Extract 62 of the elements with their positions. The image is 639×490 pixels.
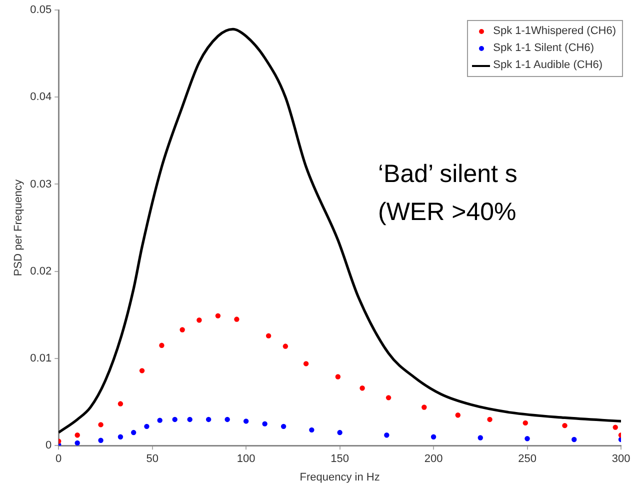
point <box>522 420 528 426</box>
point <box>130 430 136 436</box>
point <box>139 368 145 374</box>
point <box>430 434 436 440</box>
point <box>98 422 104 428</box>
point <box>386 395 392 400</box>
point <box>562 422 568 428</box>
point <box>172 416 178 422</box>
y-tick-label: 0.04 <box>30 91 52 104</box>
point <box>572 436 577 442</box>
point <box>266 333 272 338</box>
x-tick-label: 250 <box>518 453 536 466</box>
point <box>144 424 150 430</box>
point <box>118 401 124 406</box>
y-axis-title: PSD per Frequency <box>12 179 25 276</box>
annotation: ‘Bad’ silent s <box>378 160 518 189</box>
point <box>335 374 341 380</box>
point <box>224 416 230 422</box>
y-tick-label: 0.02 <box>30 265 52 278</box>
point <box>159 342 164 348</box>
point <box>524 436 530 442</box>
y-tick-label: 0 <box>45 440 52 452</box>
point <box>180 327 185 332</box>
x-tick-label: 300 <box>612 453 630 466</box>
point <box>196 318 202 323</box>
x-tick-label: 100 <box>236 453 256 466</box>
legend-label: Spk 1-1 Audible (CH6) <box>493 58 603 73</box>
x-tick-label: 200 <box>424 453 443 466</box>
x-axis-title: Frequency in Hz <box>300 471 380 484</box>
point <box>612 424 618 430</box>
point <box>74 432 80 438</box>
x-tick-label: 150 <box>330 453 349 466</box>
point <box>118 434 124 440</box>
point <box>282 344 288 349</box>
point <box>206 416 212 422</box>
point <box>74 440 80 446</box>
point <box>478 435 484 440</box>
x-tick-label: 0 <box>56 453 62 466</box>
point <box>262 421 268 426</box>
point <box>422 404 427 410</box>
point <box>309 427 314 433</box>
point <box>98 438 104 443</box>
point <box>280 424 286 430</box>
point <box>243 418 249 424</box>
point <box>360 386 365 391</box>
legend-label: Spk 1-1Whispered (CH6) <box>493 24 616 39</box>
point <box>337 430 342 436</box>
point <box>187 416 192 422</box>
point <box>215 313 221 318</box>
point <box>234 316 240 322</box>
y-tick-label: 0.05 <box>30 4 52 16</box>
point <box>487 416 492 422</box>
point <box>384 432 390 438</box>
point <box>455 412 461 418</box>
y-tick-label: 0.01 <box>30 352 52 365</box>
point <box>157 418 162 423</box>
point <box>303 361 309 366</box>
line-series <box>58 28 621 434</box>
y-tick-label: 0.03 <box>30 178 52 190</box>
legend-label: Spk 1-1 Silent (CH6) <box>493 41 594 56</box>
x-tick-label: 50 <box>146 453 158 466</box>
annotation: (WER >40% <box>378 198 516 227</box>
